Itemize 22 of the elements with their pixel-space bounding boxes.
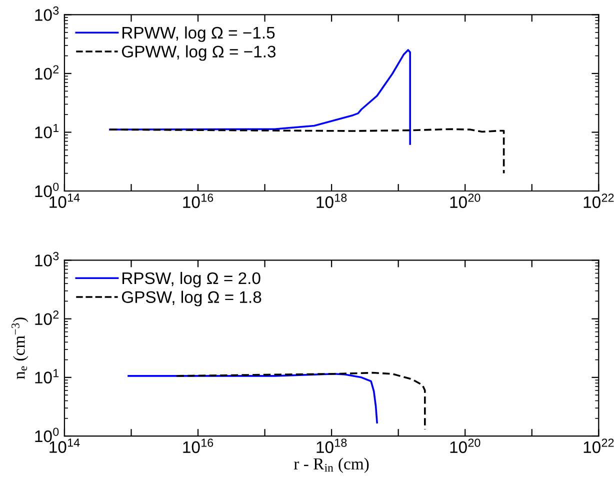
y-tick-label: 10$^{0}$ <box>35 182 59 198</box>
y-tick-label: 10$^{0}$ <box>35 428 59 442</box>
x-tick-label: 10$^{16}$ <box>183 194 214 208</box>
y-tick-label: 10$^{1}$ <box>35 124 59 138</box>
y-tick-label: 10$^{3}$ <box>35 6 59 21</box>
x-tick-label: 10$^{16}$ <box>183 438 214 454</box>
y-tick-label: 10$^{2}$ <box>35 65 59 80</box>
y-tick-label: 10$^{2}$ <box>35 310 59 325</box>
legend-label: GPSW, log Ω = 1.8 <box>122 290 262 306</box>
x-tick-label: 10$^{20}$ <box>450 194 480 208</box>
x-tick-label: 10$^{18}$ <box>316 438 347 454</box>
legend-label: GPWW, log Ω = −1.3 <box>122 45 276 61</box>
x-tick-label: 10$^{20}$ <box>450 438 480 454</box>
x-axis-title: r - R$_{in}$ (cm) <box>294 458 369 473</box>
x-tick-label: 10$^{22}$ <box>584 438 614 454</box>
legend-label: RPSW, log Ω = 2.0 <box>122 272 260 288</box>
x-tick-label: 10$^{22}$ <box>584 194 614 208</box>
y-tick-label: 10$^{1}$ <box>35 369 59 384</box>
x-tick-label: 10$^{18}$ <box>316 194 347 208</box>
legend-label: RPWW, log Ω = −1.5 <box>122 26 275 42</box>
y-axis-title: n$_{e}$ (cm$^{−3}$) <box>12 318 28 380</box>
y-tick-label: 10$^{3}$ <box>35 252 59 266</box>
